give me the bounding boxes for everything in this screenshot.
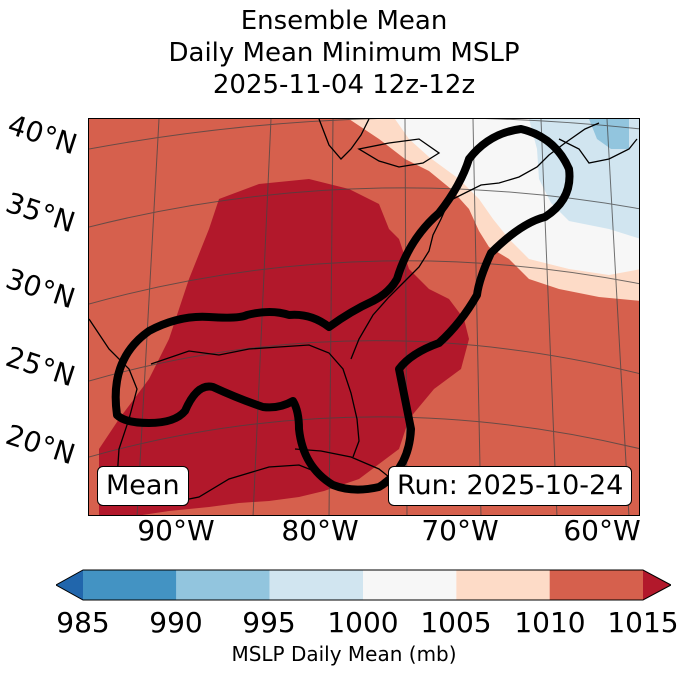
colorbar-tick-995: 995	[242, 606, 296, 639]
mean-label-box: Mean	[97, 466, 189, 506]
colorbar	[56, 569, 671, 601]
nova-scotia-coastline	[558, 138, 638, 164]
lon-label-60w: 60°W	[563, 514, 641, 547]
graticule-line-lon-90	[136, 119, 160, 515]
probability-contour	[111, 125, 574, 494]
lon-label-70w: 70°W	[421, 514, 499, 547]
map-panel	[88, 118, 640, 516]
lat-label-35n: 35°N	[1, 186, 80, 240]
great-lakes	[357, 138, 441, 168]
graticule-line-lon-85	[252, 119, 272, 515]
title-line-1: Ensemble Mean	[240, 6, 448, 36]
lon-label-90w: 90°W	[137, 514, 215, 547]
colorbar-tick-1005: 1005	[420, 606, 492, 639]
lat-label-40n: 40°N	[3, 108, 82, 162]
colorbar-outline	[56, 569, 671, 601]
colorbar-segment-990-995	[176, 570, 270, 600]
graticule-line-lon-60	[606, 119, 630, 515]
lon-label-80w: 80°W	[281, 514, 359, 547]
gulf-coastline	[150, 344, 360, 458]
colorbar-segment-1010-1015	[549, 570, 643, 600]
colorbar-segment-995-1000	[269, 570, 363, 600]
title-line-3: 2025-11-04 12z-12z	[212, 70, 476, 100]
graticule-line-lat-25	[89, 340, 639, 382]
colorbar-segments	[83, 570, 643, 600]
lake-michigan	[318, 119, 370, 160]
colorbar-tick-1015: 1015	[607, 606, 679, 639]
graticule-line-lon-80	[328, 119, 334, 515]
colorbar-tick-990: 990	[149, 606, 203, 639]
colorbar-tick-985: 985	[56, 606, 110, 639]
lat-label-20n: 20°N	[1, 418, 80, 472]
graticule-line-lat-20	[89, 416, 639, 458]
graticule-line-lat-30	[89, 260, 639, 305]
colorbar-over-arrow	[643, 570, 671, 600]
graticule-line-lon-65	[540, 119, 558, 515]
graticule-line-lon-70	[472, 119, 482, 515]
colorbar-tick-1010: 1010	[514, 606, 586, 639]
colorbar-segment-1000-1005	[363, 570, 457, 600]
lat-label-30n: 30°N	[1, 262, 80, 316]
colorbar-label: MSLP Daily Mean (mb)	[231, 642, 457, 666]
graticule-line-lat-40	[89, 119, 639, 150]
lat-label-25n: 25°N	[1, 340, 80, 394]
run-date-box: Run: 2025-10-24	[388, 466, 633, 506]
colorbar-segment-1005-1010	[456, 570, 550, 600]
colorbar-under-arrow	[56, 570, 83, 600]
map-svg	[89, 119, 639, 515]
title-line-2: Daily Mean Minimum MSLP	[168, 38, 520, 68]
cuba-coastline	[294, 448, 390, 478]
colorbar-tick-1000: 1000	[327, 606, 399, 639]
colorbar-segment-985-990	[83, 570, 177, 600]
